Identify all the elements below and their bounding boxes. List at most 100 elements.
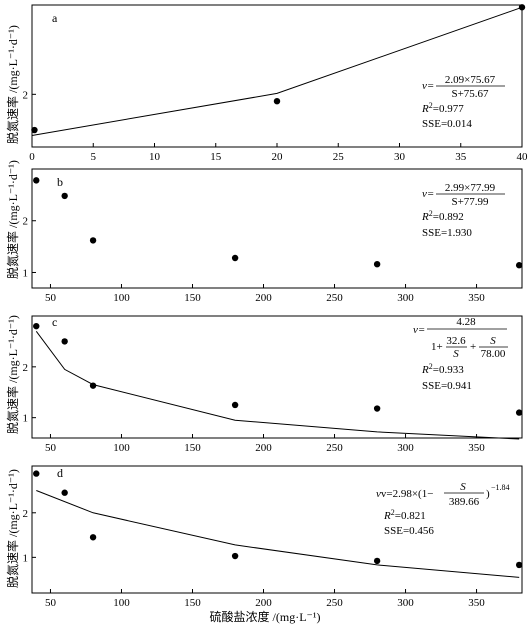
panel-d-xtick-label: 150 [184,597,201,609]
svg-text:R2=0.821: R2=0.821 [383,508,426,522]
panel-a-xtick-label: 25 [333,151,345,163]
panel-b-label: b [57,175,63,189]
panel-c-fit-line [35,331,520,440]
panel-b-xtick-label: 300 [397,292,414,304]
panel-b-xtick-label: 100 [113,292,130,304]
panel-c-data-point [373,405,381,412]
panel-b-xtick-label: 350 [468,292,485,304]
panel-d-equation: vv=2.98×(1− S 389.66 ) −1.84 R2=0.821 SS… [376,481,510,537]
panel-d-data-point [89,534,97,541]
eq-a-r2-sup: 2 [429,101,433,110]
panel-d-xtick-label: 250 [326,597,343,609]
panel-b-ylabel: 脱氮速率 /(mg·L⁻¹·d⁻¹) [6,160,20,279]
panel-c-label: c [52,315,57,329]
panel-c-frame [31,315,523,439]
panel-c-xtick-label: 250 [326,442,343,454]
panel-d-frame [31,465,523,594]
svg-text:R2=0.892: R2=0.892 [421,209,464,223]
eq-c-den-c-num: S [490,335,496,347]
panel-c-xtick-label: 200 [255,442,272,454]
panel-b-data-point [373,261,381,268]
svg-text:vv=2.98×(1−: vv=2.98×(1− [376,488,433,500]
eq-a-r2-label: R [421,103,429,115]
panel-d-xtick-label: 300 [397,597,414,609]
panel-d-data-point [373,557,381,565]
panel-a-fit-line [31,6,523,136]
panel-b-data-point [89,237,97,244]
panel-b-xtick-label: 200 [255,292,272,304]
panel-b-data-point [61,192,68,200]
eq-d-sse: SSE=0.456 [384,525,434,537]
eq-c-r2-label: R [421,364,429,376]
eq-b-lhs: v= [422,188,434,200]
panel-c-ytick-label: 2 [23,362,29,374]
panel-b-ytick-label: 1 [23,267,29,279]
panel-d-xtick-label: 50 [45,597,57,609]
panel-a-xtick-label: 0 [29,151,35,163]
eq-d-frac-num: S [460,481,466,493]
svg-text:R2=0.933: R2=0.933 [421,362,464,376]
eq-d-r2-value: =0.821 [395,510,426,522]
panel-c-ylabel: 脱氮速率 /(mg·L⁻¹·d⁻¹) [6,315,20,434]
panel-a-xtick-label: 5 [91,151,97,163]
panel-b-equation: v= 2.99×77.99 S+77.99 R2=0.892 SSE=1.930 [421,182,505,239]
panel-d-ytick-label: 2 [23,508,29,520]
panel-a-ytick-label: 2 [23,89,29,101]
eq-d-r2-label: R [383,510,391,522]
eq-d-frac-den: 389.66 [449,496,480,508]
panel-c-equation: v= 4.28 1+ 32.6 S + S 78.00 R2=0.933 SSE… [413,316,508,392]
panel-c-xtick-label: 100 [113,442,130,454]
panel-d-data-point [515,561,523,569]
eq-a-lhs: v= [422,80,434,92]
panel-c-data-point [33,322,40,330]
eq-d-exp: −1.84 [491,483,510,492]
panel-c-data-point [61,338,68,345]
eq-a-r2-value: =0.977 [433,103,464,115]
eq-b-r2-value: =0.892 [433,211,464,223]
panel-b-xtick-label: 150 [184,292,201,304]
panel-d-data-point [33,470,40,477]
panel-a-xtick-label: 35 [455,151,467,163]
eq-a-sse: SSE=0.014 [422,118,472,130]
panel-b-frame [31,168,523,289]
panel-c-xtick-label: 50 [45,442,57,454]
eq-c-r2-sup: 2 [429,362,433,371]
eq-c-den-c-den: 78.00 [481,348,506,360]
panel-a-equation: v= 2.09×75.67 S+75.67 R2=0.977 SSE=0.014 [421,74,505,130]
panel-d-xtick-label: 350 [468,597,485,609]
x-axis-label: 硫酸盐浓度 /(mg·L⁻¹) [209,610,321,624]
panel-d-label: d [57,466,63,480]
eq-c-den-plus: + [470,341,476,353]
eq-b-sse: SSE=1.930 [422,227,472,239]
panel-b-data-point [515,262,523,269]
panel-a-label: a [52,11,58,25]
panel-c-xtick-label: 150 [184,442,201,454]
panel-a-data-point [31,126,38,134]
panel-d-xtick-label: 100 [113,597,130,609]
panel-a-xtick-label: 30 [394,151,406,163]
panel-d-data-point [61,489,68,496]
panel-b-ytick-label: 2 [23,216,29,228]
panel-d-ytick-label: 1 [23,552,29,564]
eq-c-sse: SSE=0.941 [422,380,472,392]
eq-c-den-b-num: 32.6 [446,335,466,347]
panel-a-data-point [518,4,526,11]
panel-b-data-point [231,254,239,262]
panel-d-xtick-label: 200 [255,597,272,609]
panel-d-data-point [231,552,239,560]
eq-d-post: ) [486,488,490,500]
panel-d-fit-line [36,490,520,578]
eq-a-denominator: S+75.67 [451,88,489,100]
panel-c-xtick-label: 300 [397,442,414,454]
panel-a-data-point [273,97,281,105]
svg-text:R2=0.977: R2=0.977 [421,101,464,115]
eq-b-numerator: 2.99×77.99 [445,182,496,194]
panel-b-xtick-label: 50 [45,292,57,304]
eq-a-numerator: 2.09×75.67 [445,74,496,86]
panel-b-data-point [33,177,40,184]
panel-c-data-point [231,401,239,409]
panel-a-xtick-label: 40 [517,151,529,163]
eq-d-pre: v=2.98×(1− [381,488,434,500]
eq-b-denominator: S+77.99 [451,196,489,208]
